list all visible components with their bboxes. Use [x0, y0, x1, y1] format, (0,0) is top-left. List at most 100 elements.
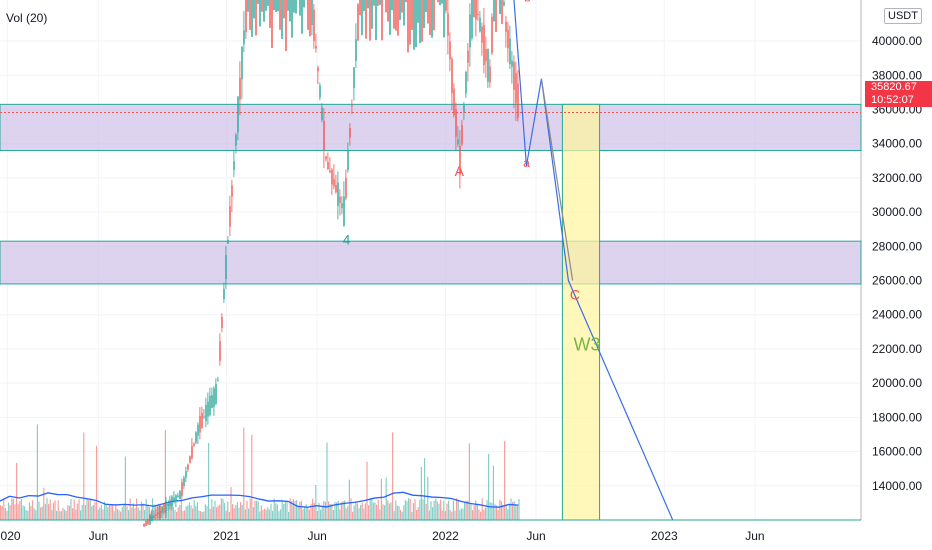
volume-bar	[120, 511, 122, 520]
volume-bar	[179, 505, 181, 520]
x-tick-label: Jun	[526, 529, 545, 543]
y-tick-label: 18000.00	[872, 410, 922, 424]
candle-body	[273, 0, 275, 11]
volume-bar	[184, 510, 186, 520]
volume-bar	[6, 510, 8, 520]
volume-bar	[500, 501, 502, 520]
volume-bar	[328, 501, 330, 520]
candle-body	[323, 120, 325, 151]
candle-body	[319, 85, 321, 98]
volume-bar	[400, 510, 402, 520]
volume-bar	[238, 507, 240, 520]
candle-body	[371, 0, 373, 29]
volume-bar	[291, 500, 293, 520]
candle-body	[333, 179, 335, 187]
volume-bar	[233, 508, 235, 520]
candle-body	[307, 0, 309, 30]
candle-body	[491, 16, 493, 54]
candle-body	[151, 515, 153, 522]
volume-bar	[480, 511, 482, 520]
volume-bar	[14, 504, 16, 520]
candle-body	[163, 504, 165, 513]
candle-body	[353, 67, 355, 89]
volume-bar	[352, 511, 354, 520]
volume-bar	[193, 499, 195, 520]
volume-bar	[198, 510, 200, 520]
candle-body	[469, 14, 471, 48]
volume-bar	[204, 504, 206, 520]
volume-bar	[152, 498, 154, 520]
volume-bar	[454, 510, 456, 520]
volume-bar	[513, 501, 515, 520]
wave-label: b	[524, 0, 531, 5]
candle-body	[189, 456, 191, 464]
volume-bar	[17, 504, 19, 520]
volume-bar	[217, 505, 219, 520]
volume-bar	[8, 502, 10, 520]
volume-bar	[251, 434, 253, 520]
volume-bar	[267, 507, 269, 520]
volume-bar	[332, 510, 334, 520]
volume-bar	[310, 503, 312, 520]
candle-body	[511, 60, 513, 67]
candle-body	[183, 477, 185, 486]
volume-bar	[140, 501, 142, 520]
volume-bar	[11, 498, 13, 520]
volume-bar	[430, 501, 432, 520]
volume-bar	[25, 510, 27, 520]
volume-bar	[22, 505, 24, 520]
candle-body	[477, 14, 479, 16]
volume-bar	[302, 509, 304, 520]
volume-bar	[230, 487, 232, 520]
candle-body	[193, 443, 195, 447]
candle-body	[145, 520, 147, 527]
volume-bar	[94, 501, 96, 520]
volume-bar	[131, 507, 133, 520]
volume-bar	[43, 487, 45, 520]
volume-bar	[424, 458, 426, 520]
candle-body	[195, 432, 197, 443]
volume-bar	[512, 501, 514, 520]
volume-bar	[211, 499, 213, 520]
volume-indicator-label[interactable]: Vol (20)	[6, 11, 48, 25]
volume-bar	[494, 504, 496, 520]
last-price-tag: 35820.67 10:52:07	[865, 81, 932, 107]
candle-body	[191, 446, 193, 459]
candle-body	[415, 0, 417, 48]
candle-body	[239, 77, 241, 100]
y-tick-label: 40000.00	[872, 34, 922, 48]
candle-body	[483, 24, 485, 65]
volume-bar	[436, 501, 438, 520]
candle-body	[287, 0, 289, 11]
volume-bar	[307, 507, 309, 520]
volume-bar	[200, 511, 202, 520]
volume-bar	[219, 504, 221, 520]
volume-bar	[360, 505, 362, 520]
candle-body	[391, 0, 393, 11]
volume-bar	[136, 498, 138, 520]
volume-bar	[84, 505, 86, 520]
volume-bar	[483, 509, 485, 520]
currency-badge[interactable]: USDT	[884, 8, 922, 24]
volume-bar	[88, 500, 90, 520]
volume-bar	[20, 499, 22, 520]
volume-bar	[72, 508, 74, 520]
candle-body	[159, 505, 161, 518]
candle-body	[219, 341, 221, 361]
volume-bar	[260, 505, 262, 520]
volume-bar	[376, 504, 378, 520]
candle-body	[157, 512, 159, 515]
volume-bar	[411, 511, 413, 520]
volume-bar	[315, 484, 317, 520]
volume-bar	[68, 505, 70, 520]
candle-body	[267, 0, 269, 6]
volume-bar	[209, 508, 211, 520]
candle-body	[389, 0, 391, 35]
volume-bar	[113, 511, 115, 520]
candle-body	[283, 0, 285, 19]
volume-bar	[395, 500, 397, 520]
candle-body	[515, 73, 517, 104]
candle-body	[205, 404, 207, 421]
